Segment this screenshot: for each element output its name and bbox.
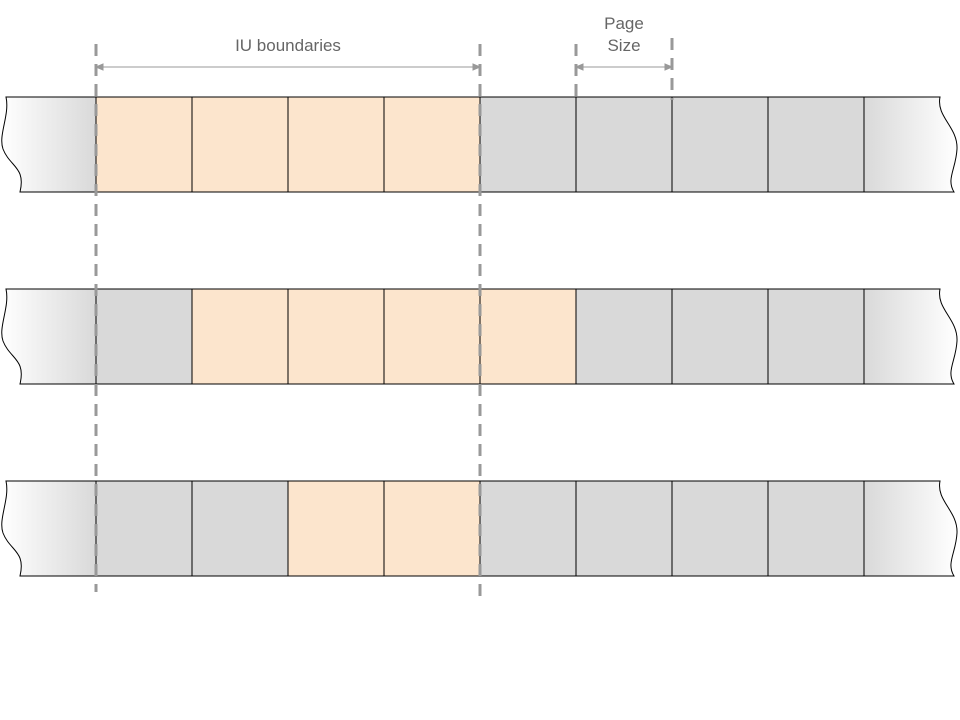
page-cell <box>575 288 673 385</box>
page-cell <box>95 480 193 577</box>
page-cell <box>767 480 865 577</box>
page-cell-in-iu <box>191 288 289 385</box>
page-rows <box>1 96 958 577</box>
row-left-torn-end <box>1 480 97 577</box>
page-cell <box>671 480 769 577</box>
row-right-torn-end <box>863 288 958 385</box>
page-cell-in-iu <box>95 96 193 193</box>
page-cell-in-iu <box>287 96 385 193</box>
page-cell <box>671 288 769 385</box>
page-cell-in-iu <box>191 96 289 193</box>
row-right-torn-end <box>863 96 958 193</box>
page-cell <box>95 288 193 385</box>
page-cell-in-iu <box>383 288 481 385</box>
iu-boundaries-arrow <box>94 63 482 71</box>
page-cell-in-iu <box>287 288 385 385</box>
page-row <box>1 96 958 193</box>
row-left-torn-end <box>1 96 97 193</box>
page-cell <box>191 480 289 577</box>
page-cell <box>479 96 577 193</box>
page-cell <box>575 96 673 193</box>
row-right-torn-end <box>863 480 958 577</box>
iu-boundaries-label: IU boundaries <box>235 36 341 55</box>
page-cell-in-iu <box>383 480 481 577</box>
page-cell <box>767 288 865 385</box>
page-cell <box>767 96 865 193</box>
page-row <box>1 480 958 577</box>
row-left-torn-end <box>1 288 97 385</box>
page-cell-in-iu <box>287 480 385 577</box>
page-cell <box>575 480 673 577</box>
page-size-arrow <box>574 63 674 71</box>
page-row <box>1 288 958 385</box>
page-cell-in-iu <box>479 288 577 385</box>
page-cell <box>479 480 577 577</box>
page-size-label-line2: Size <box>607 36 640 55</box>
page-cell <box>671 96 769 193</box>
page-size-label-line1: Page <box>604 14 644 33</box>
page-cell-in-iu <box>383 96 481 193</box>
